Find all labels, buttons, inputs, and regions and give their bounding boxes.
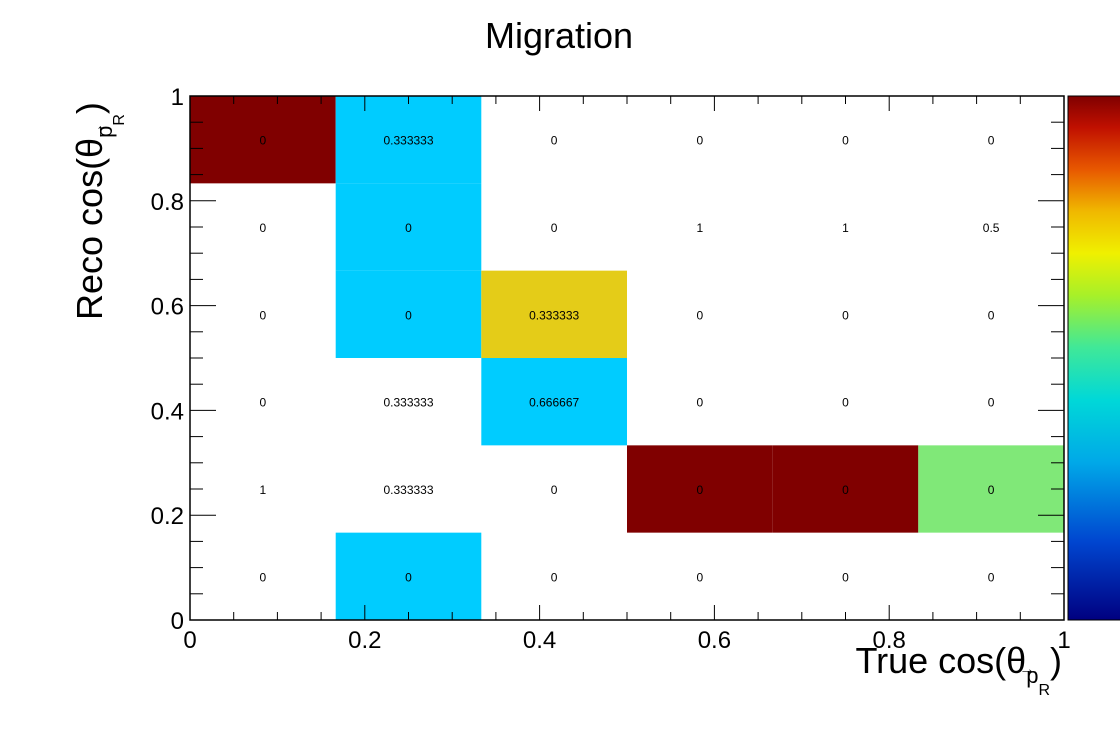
cell-value-label: 0.333333 <box>383 396 433 410</box>
cell-value-label: 0 <box>551 483 558 497</box>
heatmap-cell <box>481 358 627 446</box>
x-axis-title-sub-base: p <box>1026 663 1038 688</box>
cell-value-label: 0 <box>697 134 704 148</box>
cell-value-label: 0.5 <box>983 221 1000 235</box>
y-tick-label: 0 <box>171 608 184 635</box>
cell-value-label: 0 <box>988 483 995 497</box>
cell-value-label: 0 <box>405 221 412 235</box>
y-axis-title-sub-base: p <box>92 126 117 138</box>
y-tick-label: 1 <box>171 84 184 111</box>
heatmap-cell <box>481 270 627 358</box>
y-axis-title-sub-index: R <box>111 114 128 126</box>
chart-title: Migration <box>485 15 633 56</box>
x-axis-title-main: True cos(θ <box>855 640 1026 681</box>
cell-value-label: 0 <box>988 308 995 322</box>
y-tick-label: 0.8 <box>151 189 184 216</box>
heatmap-cells <box>190 96 1064 620</box>
heatmap-cell <box>627 445 773 533</box>
x-tick-label: 0.8 <box>873 627 906 654</box>
cell-value-label: 0 <box>260 308 267 322</box>
x-tick-label: 0.4 <box>523 627 556 654</box>
heatmap-cell <box>335 96 482 184</box>
cell-value-label: 0 <box>405 308 412 322</box>
color-bar <box>1067 95 1120 621</box>
cell-value-label: 0.333333 <box>383 134 433 148</box>
cell-value-label: 0 <box>842 134 849 148</box>
y-axis-title: Reco cos(θpR) → <box>69 102 128 320</box>
heatmap-cell <box>335 183 482 271</box>
cell-value-label: 0.333333 <box>383 483 433 497</box>
cell-value-label: 0 <box>551 221 558 235</box>
cell-value-label: 0 <box>260 134 267 148</box>
heatmap-cell-labels: 0 0 0 0 0 0 1 0.333333 0 0 0 0 0 0.333333 0.666667 0 0 0 0… <box>260 134 1000 585</box>
x-axis-title-arrow: → <box>1019 661 1035 678</box>
svg-text:True cos(θpR): True cos(θpR) <box>855 640 1062 699</box>
y-axis-title-arrow: → <box>90 123 107 139</box>
cell-value-label: 0 <box>988 134 995 148</box>
heatmap-cell <box>772 445 919 533</box>
cell-value-label: 0 <box>988 396 995 410</box>
y-tick-label: 0.4 <box>151 398 184 425</box>
cell-value-label: 0 <box>842 483 849 497</box>
cell-value-label: 0.666667 <box>529 396 579 410</box>
cell-value-label: 1 <box>697 221 704 235</box>
cell-value-label: 0 <box>405 570 412 584</box>
heatmap-cell <box>190 96 336 184</box>
cell-value-label: 0 <box>697 570 704 584</box>
y-axis-title-main: Reco cos(θ <box>69 138 110 320</box>
heatmap-cell <box>335 532 482 620</box>
x-tick-label: 1 <box>1057 627 1070 654</box>
heatmap-cell <box>918 445 1064 533</box>
cell-value-label: 0 <box>842 570 849 584</box>
cell-value-label: 0 <box>842 308 849 322</box>
heatmap-cell <box>335 270 482 358</box>
cell-value-label: 0 <box>551 134 558 148</box>
cell-value-label: 0 <box>697 396 704 410</box>
y-axis: 0 0.2 0.4 0.6 0.8 1 <box>151 84 1064 635</box>
cell-value-label: 1 <box>842 221 849 235</box>
x-axis-title-sub-index: R <box>1038 682 1050 699</box>
cell-value-label: 0 <box>697 308 704 322</box>
x-tick-label: 0 <box>183 627 196 654</box>
cell-value-label: 0 <box>551 570 558 584</box>
svg-text:Reco cos(θpR): Reco cos(θpR) <box>69 102 128 320</box>
x-axis-title: True cos(θpR) → <box>855 640 1062 699</box>
cell-value-label: 0 <box>260 570 267 584</box>
y-tick-label: 0.2 <box>151 503 184 530</box>
x-axis: 0 0.2 0.4 0.6 0.8 1 <box>183 96 1071 654</box>
x-axis-title-close: ) <box>1050 640 1062 681</box>
cell-value-label: 0 <box>260 221 267 235</box>
y-axis-title-close: ) <box>69 102 110 114</box>
y-tick-label: 0.6 <box>151 294 184 321</box>
cell-value-label: 0 <box>697 483 704 497</box>
cell-value-label: 1 <box>260 483 267 497</box>
cell-value-label: 0 <box>988 570 995 584</box>
x-tick-label: 0.6 <box>698 627 731 654</box>
cell-value-label: 0 <box>260 396 267 410</box>
cell-value-label: 0.333333 <box>529 308 579 322</box>
x-tick-label: 0.2 <box>348 627 381 654</box>
cell-value-label: 0 <box>842 396 849 410</box>
